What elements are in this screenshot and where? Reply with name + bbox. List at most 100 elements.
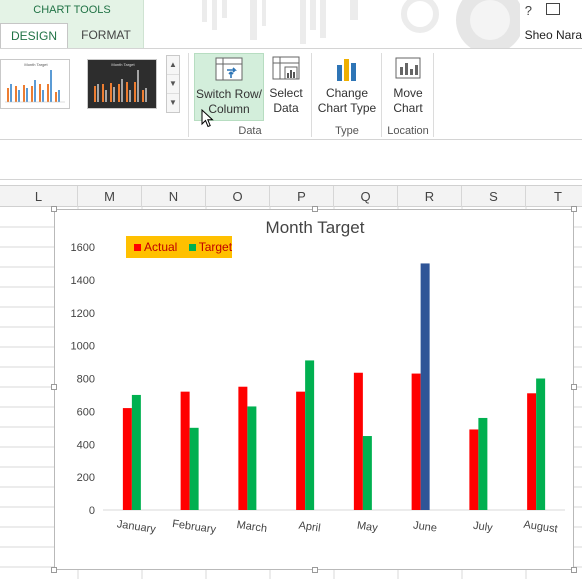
move-label-line1: Move [393, 86, 423, 100]
chart-title[interactable]: Month Target [265, 218, 365, 237]
column-header-s[interactable]: S [462, 186, 526, 207]
chart-legend[interactable]: Actual Target [126, 236, 232, 258]
bar-actual-july[interactable] [469, 429, 479, 510]
resize-handle[interactable] [312, 567, 318, 573]
legend-swatch-target [188, 244, 196, 251]
move-label-line2: Chart [393, 101, 423, 115]
switch-row-column-button[interactable]: Switch Row/ Column [194, 53, 264, 121]
group-divider [188, 53, 189, 137]
select-data-icon [272, 56, 300, 80]
user-name[interactable]: Sheo Nara [524, 28, 582, 42]
x-tick-label: May [356, 520, 379, 535]
bar-target-may[interactable] [362, 436, 372, 510]
x-tick-label: February [171, 518, 217, 536]
bar-target-august[interactable] [536, 378, 546, 511]
y-tick-label: 200 [77, 472, 95, 484]
column-header-q[interactable]: Q [334, 186, 398, 207]
x-tick-label: July [472, 520, 494, 535]
help-button[interactable]: ? [524, 3, 532, 18]
group-divider [311, 53, 312, 137]
mouse-cursor-icon [201, 109, 214, 128]
thumbnail-chart-icon [94, 70, 147, 102]
plot-area[interactable]: 0 200 400 600 800 1000 1200 1400 1600 January Febr… [55, 210, 575, 571]
bar-actual-june[interactable] [411, 373, 421, 510]
column-header-t[interactable]: T [554, 189, 562, 204]
y-tick-label: 400 [77, 439, 95, 451]
column-header-p[interactable]: P [270, 186, 334, 207]
thumbnail-chart-icon [5, 70, 65, 103]
resize-handle[interactable] [571, 567, 577, 573]
switch-row-column-icon [215, 57, 243, 81]
bar-actual-august[interactable] [527, 393, 537, 510]
ribbon-tab-strip: CHART TOOLS DESIGN FORMAT ? Sheo Nara [0, 0, 582, 48]
column-header-l[interactable]: L [0, 186, 78, 207]
legend-swatch-actual [134, 244, 141, 251]
bar-actual-february[interactable] [180, 391, 190, 510]
column-header-r[interactable]: R [398, 186, 462, 207]
group-divider [433, 53, 434, 137]
gallery-more-icon[interactable]: ▼ [169, 98, 177, 107]
x-tick-label: June [412, 519, 437, 534]
resize-handle[interactable] [571, 206, 577, 212]
group-label-type: Type [335, 125, 359, 137]
change-label-line1: Change [325, 86, 369, 100]
gallery-down-icon[interactable]: ▼ [167, 75, 179, 94]
thumbnail-title: Month Target [111, 62, 135, 67]
ribbon-design-panel: Month Target Month Target [0, 48, 582, 140]
chart-area[interactable]: Month Target Actual Target 0 200 400 600 800… [51, 206, 577, 573]
bar-target-february[interactable] [189, 427, 199, 510]
resize-handle[interactable] [312, 206, 318, 212]
chart-tools-label: CHART TOOLS [33, 4, 111, 16]
bar-target-june[interactable] [420, 263, 430, 510]
gallery-scroll[interactable]: ▲ ▼ ▼ [166, 55, 180, 113]
bar-actual-january[interactable] [122, 408, 132, 510]
thumbnail-title: Month Target [24, 62, 48, 67]
resize-handle[interactable] [571, 384, 577, 390]
switch-label-line1: Switch Row/ [195, 87, 263, 101]
select-label-line1: Select [269, 86, 303, 100]
y-tick-label: 1000 [71, 341, 95, 353]
resize-handle[interactable] [51, 206, 57, 212]
move-chart-icon [395, 57, 421, 79]
legend-label-actual: Actual [144, 240, 178, 254]
bar-actual-march[interactable] [238, 386, 248, 510]
x-tick-label: March [236, 519, 268, 535]
change-label-line2: Chart Type [317, 101, 377, 115]
bar-target-march[interactable] [247, 406, 257, 510]
bar-actual-may[interactable] [353, 372, 363, 510]
switch-label-line2: Column [208, 102, 250, 116]
legend-item-actual: Actual [134, 240, 177, 254]
ribbon-display-options-icon[interactable] [546, 3, 560, 15]
y-tick-label: 0 [89, 505, 95, 517]
resize-handle[interactable] [51, 567, 57, 573]
bar-target-april[interactable] [305, 360, 315, 510]
chart-style-thumbnail-2[interactable]: Month Target [87, 59, 157, 109]
bar-target-july[interactable] [478, 417, 488, 510]
column-header-o[interactable]: O [206, 186, 270, 207]
resize-handle[interactable] [51, 384, 57, 390]
move-chart-button[interactable]: Move Chart [386, 53, 430, 121]
change-chart-type-button[interactable]: Change Chart Type [316, 53, 378, 121]
bar-actual-april[interactable] [296, 391, 306, 510]
column-header-n[interactable]: N [142, 186, 206, 207]
select-data-button[interactable]: Select Data [266, 53, 306, 121]
y-tick-label: 1200 [71, 308, 95, 320]
x-tick-label: April [298, 520, 321, 535]
tab-format[interactable]: FORMAT [81, 28, 131, 42]
gallery-up-icon[interactable]: ▲ [167, 56, 179, 75]
group-divider [381, 53, 382, 137]
legend-label-target: Target [198, 240, 233, 254]
tab-design[interactable]: DESIGN [0, 23, 68, 48]
x-tick-label: August [523, 519, 559, 536]
column-header-m[interactable]: M [78, 186, 142, 207]
chart-style-thumbnail-1[interactable]: Month Target [0, 59, 70, 109]
formula-bar-area[interactable] [0, 140, 582, 180]
group-label-location: Location [387, 125, 429, 137]
y-tick-label: 1600 [71, 242, 95, 254]
x-tick-label: January [116, 518, 157, 535]
change-chart-type-icon [337, 59, 356, 81]
legend-item-target: Target [188, 240, 233, 254]
bar-target-january[interactable] [131, 394, 141, 510]
column-headers: L M N O P Q R S T [0, 185, 582, 207]
group-label-data: Data [238, 125, 262, 137]
